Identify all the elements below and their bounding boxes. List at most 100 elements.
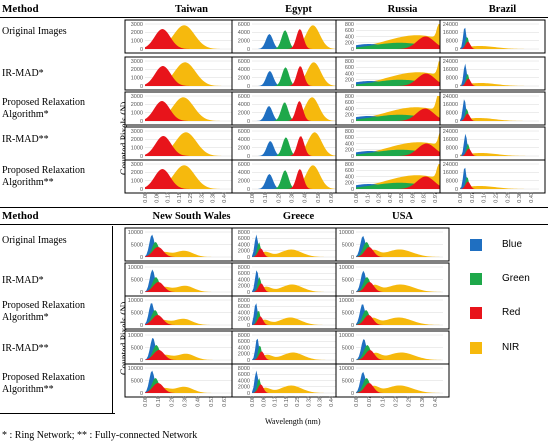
x-tick-label: 0.28 xyxy=(377,192,383,203)
histogram-area-nir xyxy=(145,25,232,49)
x-tick-label: 0.22 xyxy=(494,192,500,203)
x-tick-label: 0.25 xyxy=(295,396,301,407)
x-tick-label: 0.61 xyxy=(222,396,228,407)
y-tick-label: 2000 xyxy=(238,352,250,358)
panel: 6000 4000 2000 0 xyxy=(231,126,346,161)
y-tick-label: 0 xyxy=(351,119,354,125)
y-tick-label: 0 xyxy=(247,84,250,90)
y-tick-label: 10000 xyxy=(128,265,143,271)
histogram-area-nir xyxy=(460,83,539,86)
y-tick-label: 16000 xyxy=(443,67,458,73)
histogram-area-red xyxy=(252,136,339,156)
y-tick-label: 0 xyxy=(140,323,143,329)
y-tick-label: 600 xyxy=(345,65,354,71)
y-tick-label: 400 xyxy=(345,174,354,180)
y-tick-label: 3000 xyxy=(131,94,143,100)
y-tick-label: 6000 xyxy=(238,372,250,378)
x-tick-label: 0.55 xyxy=(399,192,405,203)
histogram-area-nir xyxy=(145,62,232,86)
y-tick-label: 800 xyxy=(345,22,354,28)
y-tick-label: 5000 xyxy=(342,345,354,351)
y-tick-label: 4000 xyxy=(238,277,250,283)
y-tick-label: 24000 xyxy=(443,22,458,28)
x-tick-label: 0.07 xyxy=(367,396,373,407)
y-tick-label: 0 xyxy=(351,187,354,193)
panel: 10000 5000 0 xyxy=(335,227,450,262)
histogram-area-red xyxy=(460,113,539,121)
y-tick-label: 0 xyxy=(140,47,143,53)
histogram-area-blue xyxy=(252,34,339,49)
bottom-rule xyxy=(0,413,115,414)
x-tick-label: 0.60 xyxy=(329,192,335,203)
x-tick-label: 0.06 xyxy=(154,192,160,203)
x-tick-label: 0.14 xyxy=(380,396,386,407)
x-tick-label: 0.29 xyxy=(407,396,413,407)
y-tick-label: 1000 xyxy=(131,38,143,44)
x-tick-label: 0.07 xyxy=(470,192,476,203)
region-title: USA xyxy=(392,211,413,222)
method-label: IR-MAD* xyxy=(2,68,44,79)
x-tick-label: 0.40 xyxy=(196,396,202,407)
panel: 24000 16000 8000 00.00 0.07 0.14 0.22 0.29 0.36 0… xyxy=(439,159,546,203)
x-tick-label: 0.29 xyxy=(505,192,511,203)
panel: 10000 5000 0 xyxy=(335,295,450,330)
x-tick-label: 0.30 xyxy=(183,396,189,407)
y-tick-label: 2000 xyxy=(238,145,250,151)
x-tick-label: 0.41 xyxy=(388,192,394,203)
x-tick-label: 0.43 xyxy=(529,192,535,203)
legend-swatch-nir xyxy=(470,342,482,354)
histogram-area-red xyxy=(145,247,232,257)
y-tick-label: 0 xyxy=(351,358,354,364)
y-tick-label: 2000 xyxy=(238,110,250,116)
y-tick-label: 4000 xyxy=(238,310,250,316)
y-tick-label: 4000 xyxy=(238,30,250,36)
y-tick-label: 24000 xyxy=(443,59,458,65)
method-label: IR-MAD* xyxy=(2,275,44,286)
y-tick-label: 5000 xyxy=(342,242,354,248)
histogram-area-red xyxy=(145,29,232,49)
y-tick-label: 10000 xyxy=(339,333,354,339)
histogram-area-nir xyxy=(252,97,339,121)
y-tick-label: 0 xyxy=(247,154,250,160)
y-tick-label: 6000 xyxy=(238,22,250,28)
legend-label-blue: Blue xyxy=(502,239,523,250)
panel: 10000 5000 00.00 0.07 0.14 0.22 0.29 0.36 0.43 xyxy=(335,363,450,407)
x-tick-label: 0.10 xyxy=(263,192,269,203)
histogram-area-red xyxy=(356,176,443,189)
histogram-area-red xyxy=(356,383,443,393)
bottom-header-rule xyxy=(0,224,548,225)
x-tick-label: 0.69 xyxy=(410,192,416,203)
histogram-area-red xyxy=(252,29,339,49)
x-tick-label: 0.10 xyxy=(156,396,162,407)
x-tick-label: 0.44 xyxy=(329,396,335,407)
y-tick-label: 2000 xyxy=(131,170,143,176)
y-tick-label: 6000 xyxy=(238,236,250,242)
y-tick-label: 0 xyxy=(247,255,250,261)
histogram-area-red xyxy=(145,66,232,86)
method-label: Proposed Relaxation Algorithm* xyxy=(2,97,86,120)
y-tick-label: 2000 xyxy=(131,137,143,143)
panel: 10000 5000 0 xyxy=(335,262,450,297)
histogram-area-blue xyxy=(252,106,339,121)
panel: 6000 4000 2000 0 xyxy=(231,19,346,54)
y-tick-label: 0 xyxy=(247,323,250,329)
panel-frame xyxy=(439,126,546,161)
y-tick-label: 16000 xyxy=(443,137,458,143)
histogram-area-red xyxy=(145,350,232,360)
x-tick-label: 0.25 xyxy=(188,192,194,203)
method-label: Original Images xyxy=(2,235,67,246)
y-tick-label: 24000 xyxy=(443,94,458,100)
y-tick-label: 1000 xyxy=(131,145,143,151)
y-tick-label: 1000 xyxy=(131,110,143,116)
y-tick-label: 5000 xyxy=(131,310,143,316)
y-tick-label: 5000 xyxy=(131,378,143,384)
histogram-area-nir xyxy=(356,284,443,292)
y-tick-label: 2000 xyxy=(238,284,250,290)
region-title: Egypt xyxy=(285,4,312,15)
x-tick-label: 0.32 xyxy=(199,192,205,203)
histogram-area-nir xyxy=(356,249,443,257)
x-tick-label: 0.20 xyxy=(169,396,175,407)
